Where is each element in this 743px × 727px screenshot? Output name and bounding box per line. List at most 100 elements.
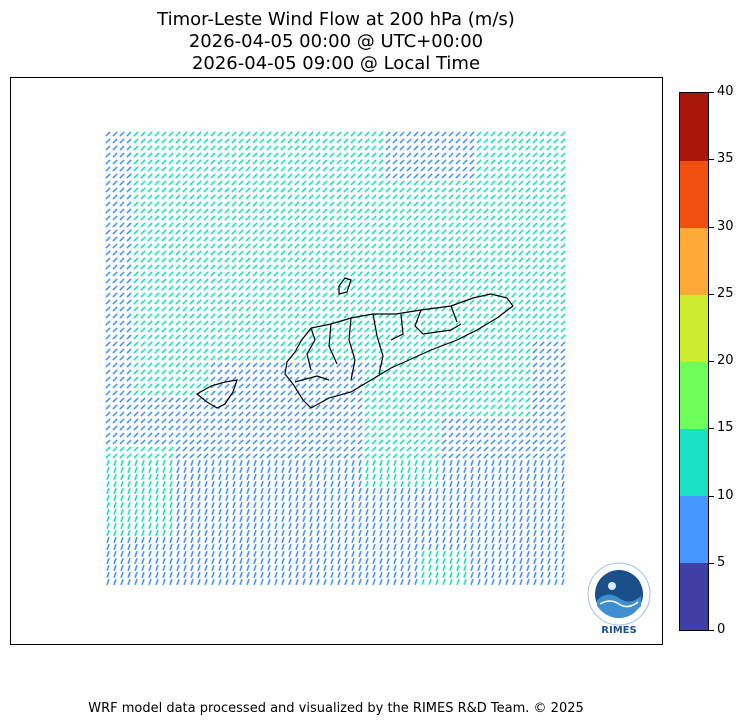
wind-vector	[308, 418, 314, 424]
wind-vector	[357, 397, 363, 403]
wind-vector	[281, 578, 285, 586]
wind-vector	[119, 362, 125, 368]
wind-vector	[497, 446, 503, 452]
wind-vector	[511, 397, 517, 403]
wind-vector	[343, 446, 349, 452]
wind-vector	[343, 453, 349, 459]
wind-vector	[532, 131, 538, 137]
wind-vector	[231, 138, 237, 144]
wind-vector	[491, 522, 495, 530]
wind-vector	[329, 159, 335, 165]
wind-vector	[196, 362, 202, 368]
wind-vector	[266, 257, 272, 263]
wind-vector	[127, 515, 131, 523]
wind-vector	[343, 362, 349, 368]
wind-vector	[280, 313, 286, 319]
wind-vector	[224, 152, 230, 158]
wind-vector	[161, 250, 167, 256]
wind-vector	[554, 550, 558, 558]
wind-vector	[259, 243, 265, 249]
wind-vector	[175, 348, 181, 354]
wind-vector	[336, 271, 342, 277]
wind-vector	[322, 418, 328, 424]
wind-vector	[252, 292, 258, 298]
wind-vector	[372, 480, 376, 488]
wind-vector	[182, 208, 188, 214]
wind-vector	[441, 236, 447, 242]
wind-vector	[308, 173, 314, 179]
wind-vector	[434, 173, 440, 179]
wind-vector	[238, 180, 244, 186]
wind-vector	[364, 446, 370, 452]
wind-vector	[448, 439, 454, 445]
country-boundaries	[195, 277, 514, 409]
wind-vector	[385, 306, 391, 312]
wind-vector	[252, 271, 258, 277]
wind-vector	[420, 145, 426, 151]
wind-vector	[525, 299, 531, 305]
wind-vector	[147, 446, 153, 452]
wind-vector	[497, 334, 503, 340]
wind-vector	[259, 264, 265, 270]
wind-vector	[560, 411, 566, 417]
wind-vector	[287, 264, 293, 270]
wind-vector	[238, 334, 244, 340]
wind-vector	[329, 131, 335, 137]
wind-vector	[533, 571, 537, 579]
wind-vector	[399, 145, 405, 151]
wind-vector	[162, 578, 166, 586]
wind-vector	[161, 362, 167, 368]
wind-vector	[280, 271, 286, 277]
wind-vector	[140, 229, 146, 235]
wind-vector	[287, 299, 293, 305]
wind-vector	[259, 313, 265, 319]
wind-vector	[147, 341, 153, 347]
wind-vector	[252, 369, 258, 375]
wind-vector	[119, 215, 125, 221]
wind-vector	[176, 557, 180, 565]
wind-vector	[371, 334, 377, 340]
wind-vector	[427, 222, 433, 228]
wind-vector	[392, 236, 398, 242]
wind-vector	[281, 508, 285, 516]
wind-vector	[400, 501, 404, 509]
wind-vector	[162, 459, 166, 467]
wind-vector	[315, 250, 321, 256]
wind-vector	[378, 180, 384, 186]
wind-vector	[210, 250, 216, 256]
wind-vector	[532, 215, 538, 221]
wind-vector	[316, 550, 320, 558]
wind-vector	[343, 425, 349, 431]
wind-vector	[372, 522, 376, 530]
wind-vector	[469, 327, 475, 333]
wind-vector	[154, 313, 160, 319]
wind-vector	[140, 145, 146, 151]
wind-vector	[497, 229, 503, 235]
wind-vector	[196, 243, 202, 249]
wind-vector	[252, 138, 258, 144]
wind-vector	[546, 271, 552, 277]
wind-vector	[420, 348, 426, 354]
wind-vector	[210, 453, 216, 459]
wind-vector	[105, 362, 111, 368]
wind-vector	[476, 390, 482, 396]
wind-vector	[127, 564, 131, 572]
wind-vector	[561, 487, 565, 495]
wind-vector	[119, 138, 125, 144]
wind-vector	[427, 264, 433, 270]
wind-vector	[441, 376, 447, 382]
wind-vector	[511, 208, 517, 214]
wind-vector	[546, 201, 552, 207]
wind-vector	[329, 201, 335, 207]
wind-vector	[288, 550, 292, 558]
wind-vector	[427, 341, 433, 347]
wind-map	[105, 131, 566, 586]
wind-vector	[105, 201, 111, 207]
wind-vector	[344, 522, 348, 530]
wind-vector	[378, 201, 384, 207]
wind-vector	[175, 250, 181, 256]
wind-vector	[525, 439, 531, 445]
wind-vector	[294, 299, 300, 305]
wind-vector	[371, 320, 377, 326]
wind-vector	[112, 243, 118, 249]
